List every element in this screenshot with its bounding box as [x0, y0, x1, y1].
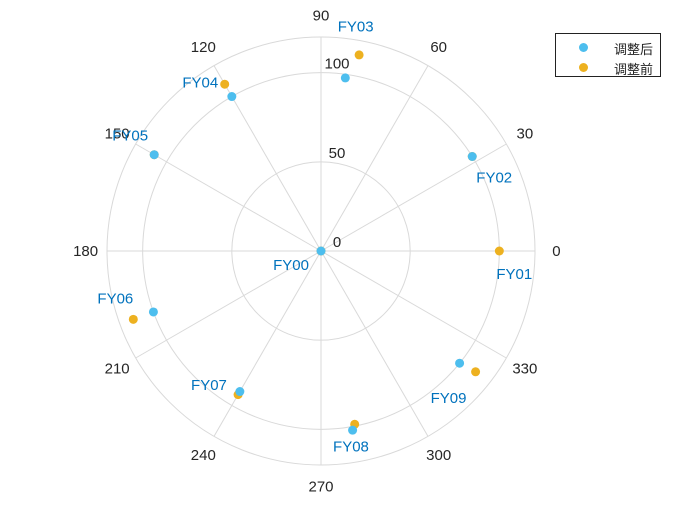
- point-label: FY05: [112, 128, 148, 145]
- legend-marker-after: [579, 43, 588, 52]
- theta-tick-labels: 0 30 60 90 120 150 180 210 240 270 300 330: [73, 8, 560, 496]
- grid-spoke: [320, 143, 507, 252]
- theta-tick-label: 0: [552, 243, 560, 260]
- data-point: [340, 73, 350, 83]
- grid-spoke: [320, 65, 429, 252]
- data-point: [149, 150, 159, 160]
- grid-spoke: [135, 143, 322, 252]
- theta-tick-label: 180: [73, 243, 98, 260]
- theta-tick-label: 150: [105, 125, 130, 142]
- data-point: [128, 314, 138, 324]
- grid-spoke: [320, 250, 507, 359]
- theta-tick-label: 210: [105, 361, 130, 378]
- point-labels: FY00 FY01 FY02 FY03 FY04 FY05 FY06 FY07 FY08 FY09: [97, 18, 532, 455]
- theta-tick-label: 120: [191, 39, 216, 56]
- grid-spoke: [213, 250, 322, 437]
- point-label: FY02: [476, 169, 512, 186]
- point-label: FY01: [496, 266, 532, 283]
- point-label: FY03: [338, 18, 374, 35]
- polar-grid: [106, 36, 536, 466]
- r-tick-label: 0: [333, 234, 341, 251]
- data-point: [316, 246, 326, 256]
- point-label: FY00: [273, 257, 309, 274]
- point-label: FY09: [431, 390, 467, 407]
- theta-tick-label: 240: [191, 447, 216, 464]
- point-label: FY08: [333, 439, 369, 456]
- data-point: [471, 367, 481, 377]
- legend-item-after: 调整后: [556, 37, 660, 58]
- theta-tick-label: 30: [517, 125, 534, 142]
- theta-tick-label: 90: [313, 8, 330, 25]
- r-tick-label: 100: [324, 56, 349, 73]
- data-point: [235, 387, 245, 397]
- data-point: [494, 246, 504, 256]
- legend-marker-before: [579, 63, 588, 72]
- theta-tick-label: 60: [430, 39, 447, 56]
- data-point: [354, 50, 364, 60]
- point-label: FY07: [191, 377, 227, 394]
- theta-tick-label: 330: [512, 361, 537, 378]
- r-tick-label: 50: [329, 145, 346, 162]
- data-point: [455, 358, 465, 368]
- legend-item-before: 调整前: [556, 57, 660, 78]
- point-label: FY06: [97, 291, 133, 308]
- data-point: [467, 151, 477, 161]
- r-tick-labels: 0 50 100: [324, 56, 349, 251]
- data-point: [348, 425, 358, 435]
- legend-label-after: 调整后: [614, 43, 654, 58]
- legend: 调整后 调整前: [555, 33, 661, 78]
- data-points: [128, 50, 504, 435]
- theta-tick-label: 300: [426, 447, 451, 464]
- data-point: [220, 79, 230, 89]
- theta-tick-label: 270: [308, 478, 333, 495]
- data-point: [227, 92, 237, 102]
- grid-spoke: [320, 250, 429, 437]
- legend-label-before: 调整前: [614, 63, 654, 78]
- grid-spoke: [135, 250, 322, 359]
- data-point: [148, 307, 158, 317]
- point-label: FY04: [182, 74, 218, 91]
